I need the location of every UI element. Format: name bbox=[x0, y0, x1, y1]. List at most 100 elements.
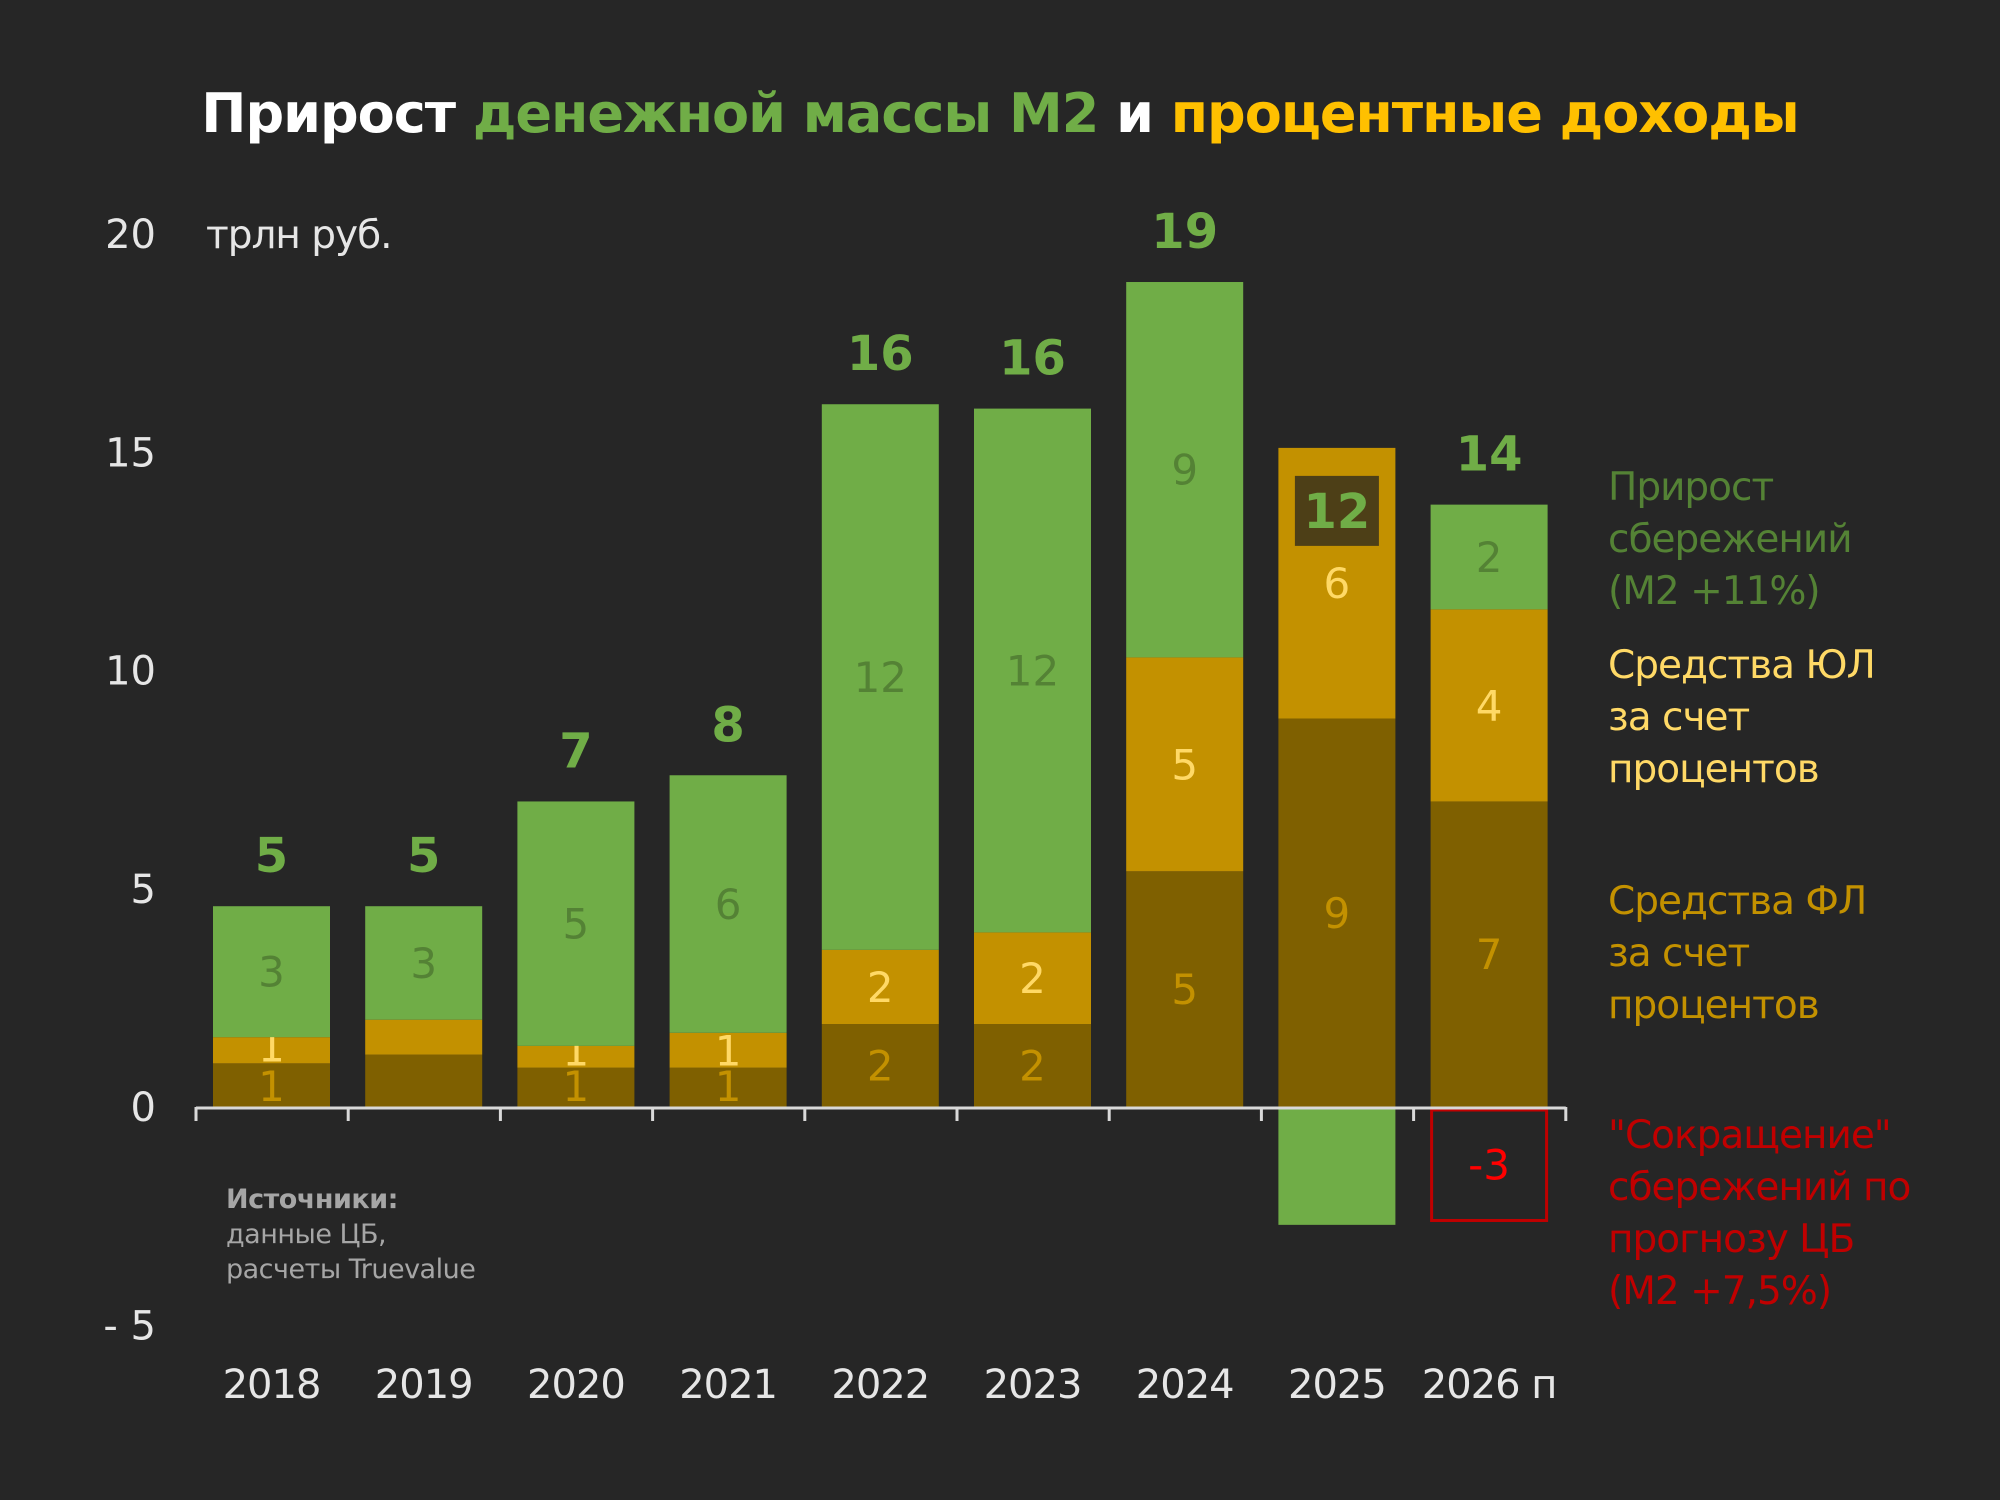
bar-segment bbox=[365, 906, 483, 1020]
bars: 11353511571168221216221216559199612742-3… bbox=[213, 204, 1549, 1225]
y-tick-label: 5 bbox=[131, 867, 156, 913]
legend-item-line: Средства ЮЛ bbox=[1608, 643, 1876, 688]
total-value-label: 8 bbox=[711, 697, 744, 753]
segment-value-label: 2 bbox=[1019, 1042, 1046, 1091]
forecast-reduction-box bbox=[1430, 1108, 1549, 1222]
segment-value-label: 12 bbox=[1006, 647, 1059, 696]
legend-item-line: сбережений bbox=[1608, 517, 1853, 562]
sources-header: Источники: bbox=[226, 1184, 398, 1215]
legend-item-line: "Сокращение" bbox=[1608, 1113, 1892, 1158]
bar-segment bbox=[1126, 871, 1244, 1107]
bar-segment bbox=[1278, 1109, 1396, 1225]
legend-item-line: Прирост bbox=[1608, 465, 1774, 510]
sources-note: Источники: данные ЦБ, расчеты Truevalue bbox=[226, 1182, 476, 1287]
y-axis: 20 15 10 5 0 - 5 bbox=[103, 212, 156, 1349]
x-tick-label: 2022 bbox=[831, 1362, 929, 1408]
bar-segment bbox=[1430, 504, 1548, 610]
segment-value-label: 2 bbox=[1019, 954, 1046, 1003]
segment-value-label: 2 bbox=[1476, 533, 1503, 582]
bar-segment bbox=[365, 1054, 483, 1107]
y-tick-label: - 5 bbox=[103, 1303, 156, 1349]
bar-group-2025: 9 6 12 bbox=[1278, 447, 1396, 1225]
bar-segment bbox=[669, 775, 787, 1033]
y-tick-label: 20 bbox=[105, 212, 156, 258]
segment-value-label: 9 bbox=[1171, 446, 1198, 495]
total-value-label: 14 bbox=[1456, 427, 1523, 483]
bar-segment bbox=[1430, 609, 1548, 802]
bar-group-2019: 35 bbox=[365, 828, 483, 1107]
legend-item-line: (М2 +11%) bbox=[1608, 569, 1821, 614]
segment-value-label: 3 bbox=[258, 948, 285, 997]
bar-group-2023: 2 2 12 16 bbox=[974, 331, 1091, 1107]
sources-line-2: расчеты Truevalue bbox=[226, 1254, 476, 1285]
segment-value-label: 1 bbox=[715, 1062, 742, 1111]
y-tick-label: 10 bbox=[105, 649, 156, 695]
legend-item-line: процентов bbox=[1608, 983, 1820, 1028]
total-value-label: 7 bbox=[559, 723, 592, 779]
title-part-4: процентные доходы bbox=[1170, 82, 1800, 145]
bar-segment bbox=[1126, 282, 1244, 658]
bar-segment bbox=[821, 949, 939, 1025]
x-tick-label: 2024 bbox=[1136, 1362, 1234, 1408]
segment-value-label: 4 bbox=[1476, 681, 1503, 730]
bar-segment bbox=[669, 1032, 787, 1068]
bar-segment bbox=[1278, 718, 1396, 1107]
x-tick-label: 2020 bbox=[527, 1362, 625, 1408]
bar-segment bbox=[1126, 657, 1244, 872]
segment-value-label: 2 bbox=[867, 1042, 894, 1091]
legend-item: Прирост сбережений (М2 +11%) bbox=[1608, 462, 1853, 618]
segment-value-label: 5 bbox=[1171, 740, 1198, 789]
total-value-label: 12 bbox=[1304, 484, 1371, 540]
legend-item-line: за счет bbox=[1608, 695, 1750, 740]
y-tick-label: 0 bbox=[131, 1085, 156, 1131]
bar-segment bbox=[1430, 801, 1548, 1107]
bar-segment bbox=[974, 408, 1091, 933]
segment-value-label: 2 bbox=[867, 963, 894, 1012]
legend-item: "Сокращение" сбережений по прогнозу ЦБ (М2 … bbox=[1608, 1110, 1911, 1318]
bar-segment bbox=[213, 906, 330, 1038]
segment-value-label: 12 bbox=[854, 653, 907, 702]
x-tick-label: 2026 п bbox=[1422, 1362, 1557, 1408]
segment-value-label: 1 bbox=[715, 1027, 742, 1076]
title-part-3: и bbox=[1098, 82, 1171, 145]
x-axis: 2018 2019 2020 2021 2022 2023 2024 2025 2026 п bbox=[194, 1106, 1568, 1408]
legend-item: Средства ФЛ за счет процентов bbox=[1608, 876, 1867, 1032]
legend-item-line: процентов bbox=[1608, 747, 1820, 792]
total-value-label: 5 bbox=[407, 828, 440, 884]
bar-segment bbox=[517, 801, 635, 1046]
segment-value-label: 9 bbox=[1324, 889, 1351, 938]
y-axis-unit-label: трлн руб. bbox=[206, 213, 392, 258]
x-tick-label: 2018 bbox=[223, 1362, 321, 1408]
forecast-reduction-label: -3 bbox=[1468, 1141, 1510, 1190]
segment-value-label: 6 bbox=[715, 880, 742, 929]
bar-segment bbox=[974, 1024, 1091, 1107]
bar-group-2022: 2 2 12 16 bbox=[821, 326, 939, 1107]
bar-segment bbox=[365, 1019, 483, 1055]
total-value-label: 5 bbox=[255, 828, 288, 884]
total-label-box bbox=[1294, 475, 1379, 546]
segment-value-label: 1 bbox=[258, 1062, 285, 1111]
segment-value-label: 7 bbox=[1476, 930, 1503, 979]
title-part-1: Прирост bbox=[201, 82, 473, 145]
x-tick-label: 2019 bbox=[375, 1362, 473, 1408]
legend-item-line: сбережений по bbox=[1608, 1165, 1911, 1210]
bar-segment bbox=[213, 1063, 330, 1107]
bar-segment bbox=[669, 1067, 787, 1107]
sources-line-1: данные ЦБ, bbox=[226, 1219, 387, 1250]
x-tick-label: 2023 bbox=[984, 1362, 1082, 1408]
total-value-label: 19 bbox=[1151, 204, 1218, 260]
y-tick-label: 15 bbox=[105, 430, 156, 476]
bar-group-2021: 11 6 8 bbox=[669, 697, 787, 1111]
bar-segment bbox=[821, 404, 939, 950]
bar-segment bbox=[974, 932, 1091, 1025]
total-value-label: 16 bbox=[847, 326, 914, 382]
x-tick-label: 2021 bbox=[679, 1362, 777, 1408]
bar-segment bbox=[213, 1037, 330, 1064]
bar-segment bbox=[821, 1024, 939, 1107]
legend-item: Средства ЮЛ за счет процентов bbox=[1608, 640, 1876, 796]
legend-item-line: Средства ФЛ bbox=[1608, 879, 1867, 924]
chart-title: Прирост денежной массы М2 и процентные д… bbox=[0, 82, 2000, 145]
total-value-label: 16 bbox=[999, 331, 1066, 387]
